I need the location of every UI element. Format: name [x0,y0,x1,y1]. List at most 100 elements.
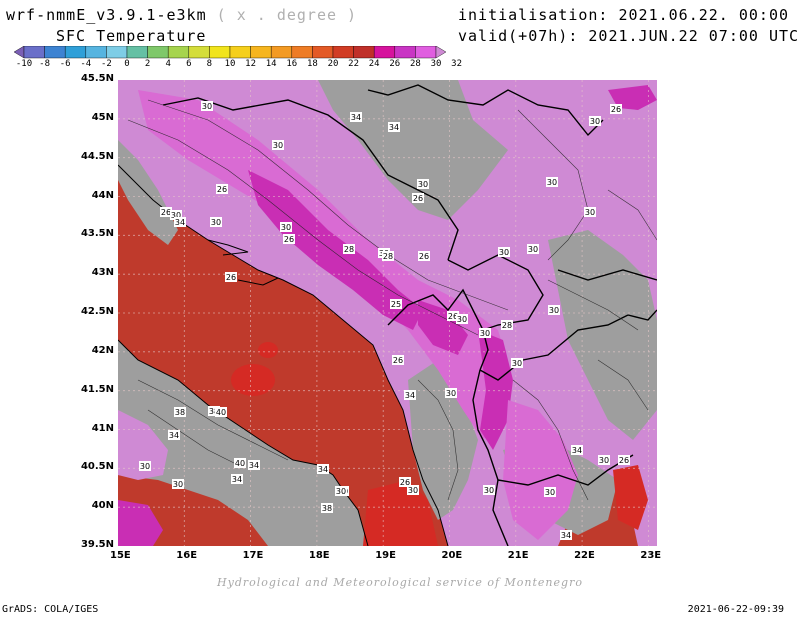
colorbar-swatch [271,46,292,59]
contour-label: 38 [321,503,333,513]
svg-text:28: 28 [502,321,512,330]
colorbar-tick: 16 [286,59,298,69]
lat-label: 44N [91,189,114,201]
svg-text:30: 30 [549,306,559,315]
credit-text: Hydrological and Meteorological service … [217,576,583,589]
colorbar-swatch [250,46,272,59]
contour-label: 38 [208,406,220,416]
contour-label: 28 [343,244,355,254]
cool-region-east [548,230,657,440]
temperature-map: 2630303434302630263030263034302628302628… [117,80,658,547]
colorbar-swatch [65,46,87,59]
svg-text:34: 34 [318,465,328,474]
map-panel: 2630303434302630263030263034302628302628… [117,80,658,547]
greece-hot [613,465,648,530]
svg-text:30: 30 [140,462,150,471]
svg-text:26: 26 [161,208,171,217]
svg-text:30: 30 [590,117,600,126]
country-borders [162,84,658,547]
contour-labels: 2630303434302630263030263034302628302628… [139,101,630,540]
init-time: initialisation: 2021.06.22. 00:00 UTC [458,6,800,24]
contour-label: 26 [412,193,424,203]
lat-label: 44.5N [80,150,114,162]
svg-text:38: 38 [175,408,185,417]
contour-label: 40 [234,458,246,468]
colorbar-tick: 28 [409,59,421,69]
model-name: wrf-nmmE_v3.9.1-e3km [6,6,207,24]
contour-label: 30 [417,179,429,189]
colorbar-swatch [188,46,210,59]
svg-text:26: 26 [400,478,410,487]
svg-text:34: 34 [169,431,179,440]
contour-label: 30 [201,101,213,111]
svg-text:30: 30 [499,248,509,257]
svg-text:40: 40 [235,459,245,468]
contour-label: 26 [399,477,411,487]
colorbar-tick: -2 [100,59,112,69]
svg-text:34: 34 [405,391,415,400]
svg-text:30: 30 [547,178,557,187]
svg-text:30: 30 [457,315,467,324]
warm-band-southeast [503,400,578,540]
contour-label: 34 [231,474,243,484]
colorbar-swatch [374,46,395,59]
lat-label: 45.5N [80,73,114,84]
colorbar-swatch [209,46,231,59]
warm-band-dinaric [138,90,513,440]
contour-label: 28 [501,320,513,330]
colorbar-tick: -6 [59,59,71,69]
svg-text:30: 30 [211,218,221,227]
svg-text:25: 25 [391,300,401,309]
colorbar-swatch [167,46,190,59]
lon-label: 16E [176,550,198,561]
colorbar-swatch [332,46,354,59]
svg-text:26: 26 [393,356,403,365]
svg-text:30: 30 [336,487,346,496]
colorbar-tick: -8 [39,59,51,69]
lat-label: 42.5N [80,306,114,317]
svg-text:30: 30 [599,456,609,465]
colorbar-tick: -4 [80,59,92,69]
lat-label: 40N [91,500,114,512]
lon-label: 21E [507,550,529,561]
colorbar-tick: 4 [165,59,171,69]
contour-label: 26 [283,234,295,244]
colorbar-swatch [106,46,128,59]
cool-region-north [318,80,508,220]
svg-text:30: 30 [545,488,555,497]
lon-label: 19E [375,550,396,561]
colorbar-swatch [147,46,169,59]
contour-label: 26 [447,311,459,321]
contour-label: 26 [160,207,172,217]
colorbar-swatch [85,46,107,59]
lon-label: 17E [242,550,264,561]
hot-core-montenegro [418,300,468,355]
colorbar [14,46,446,59]
colorbar-tick: 30 [430,59,442,69]
svg-text:26: 26 [284,235,294,244]
colorbar-swatch [44,46,66,59]
svg-text:30: 30 [446,389,456,398]
contour-label: 30 [479,328,491,338]
lat-label: 43.5N [80,228,114,240]
timestamp-label: 2021-06-22-09:39 [687,604,784,615]
svg-text:30: 30 [171,211,181,220]
contour-label: 38 [174,407,186,417]
contour-label: 34 [571,445,583,455]
svg-text:26: 26 [619,456,629,465]
svg-text:26: 26 [448,312,458,321]
svg-text:38: 38 [322,504,332,513]
contour-label: 30 [483,485,495,495]
colorbar-swatch [126,46,148,59]
contour-label: 34 [388,122,400,132]
variable-title: SFC Temperature [56,27,207,45]
colorbar-tick: 10 [224,59,236,69]
svg-text:34: 34 [232,475,242,484]
contour-label: 30 [598,455,610,465]
contour-label: 26 [610,104,622,114]
colorbar-tick: 2 [144,59,151,69]
contour-label: 30 [139,461,151,471]
contour-label: 30 [335,486,347,496]
italy-coast-north [118,140,178,245]
contour-label: 26 [216,184,228,194]
